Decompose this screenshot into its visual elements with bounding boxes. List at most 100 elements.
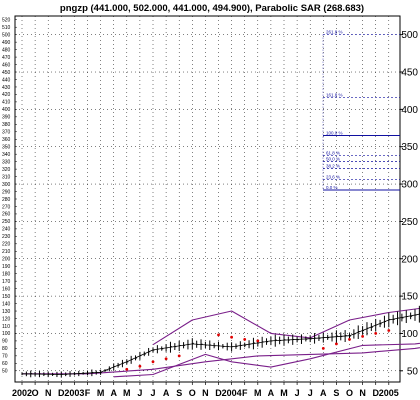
- fib-level-label: 161.8 %: [326, 92, 343, 97]
- y-left-tick-label: 380: [2, 122, 11, 128]
- price-line: [21, 313, 420, 375]
- sar-dot: [361, 335, 364, 338]
- y-left-tick-label: 70: [2, 354, 8, 360]
- fib-level-label: 50.0 %: [326, 157, 340, 162]
- y-right-tick-label: 450: [401, 68, 418, 79]
- y-left-tick-label: 420: [2, 92, 11, 98]
- x-tick-label: A: [110, 388, 117, 398]
- y-left-tick-label: 510: [2, 25, 11, 31]
- y-axis-layer: 5060708090100110120130140150160170180190…: [2, 18, 418, 378]
- y-left-tick-label: 80: [2, 346, 8, 352]
- sar-dot: [374, 332, 378, 335]
- y-right-tick-label: 400: [401, 105, 418, 116]
- x-tick-label: M: [254, 388, 262, 398]
- sar-dot: [230, 335, 234, 339]
- y-left-tick-label: 210: [2, 249, 11, 255]
- y-left-tick-label: 360: [2, 137, 11, 143]
- y-left-tick-label: 300: [2, 182, 11, 188]
- fib-level-label: 61.8 %: [326, 151, 340, 156]
- x-tick-label: J: [150, 388, 155, 398]
- y-right-tick-label: 300: [401, 180, 418, 191]
- y-left-tick-label: 180: [2, 271, 11, 277]
- y-left-tick-label: 90: [2, 339, 8, 345]
- fib-level-label: 261.8 %: [326, 30, 343, 35]
- x-tick-label: M: [97, 388, 105, 398]
- y-left-tick-label: 100: [2, 331, 11, 337]
- x-tick-label: O: [346, 388, 353, 398]
- y-left-tick-label: 50: [2, 369, 8, 375]
- x-tick-label: A: [163, 388, 170, 398]
- sar-dot: [387, 329, 391, 332]
- chart-title: pngzp (441.000, 502.000, 441.000, 494.90…: [60, 3, 364, 14]
- y-left-tick-label: 220: [2, 242, 11, 248]
- y-left-tick-label: 340: [2, 152, 11, 158]
- y-left-tick-label: 230: [2, 234, 11, 240]
- y-left-tick-label: 460: [2, 62, 11, 68]
- y-right-tick-label: 500: [401, 30, 418, 41]
- y-right-tick-label: 50: [407, 366, 419, 377]
- x-tick-label: 2005: [379, 388, 399, 398]
- y-left-tick-label: 290: [2, 189, 11, 195]
- x-tick-label: 2002: [12, 388, 32, 398]
- y-left-tick-label: 410: [2, 100, 11, 106]
- y-left-tick-label: 130: [2, 309, 11, 315]
- x-tick-label: D: [215, 388, 222, 398]
- y-left-tick-label: 160: [2, 286, 11, 292]
- y-left-tick-label: 470: [2, 55, 11, 61]
- x-tick-label: A: [268, 388, 275, 398]
- y-left-tick-label: 520: [2, 18, 11, 24]
- y-right-tick-label: 150: [401, 292, 418, 303]
- sar-dot: [335, 342, 338, 346]
- fib-level-label: 0.0 %: [326, 185, 338, 190]
- series-layer: [21, 305, 420, 378]
- sar-dot: [177, 354, 181, 358]
- x-axis-layer: 2002 O N D 2003 F M A M J J A S O N D 2004 F M A M J J A S O N D 200…: [12, 382, 399, 398]
- x-tick-label: S: [176, 388, 182, 398]
- y-left-tick-label: 330: [2, 159, 11, 165]
- y-left-tick-label: 490: [2, 40, 11, 46]
- x-tick-label: D: [58, 388, 65, 398]
- y-left-tick-label: 320: [2, 167, 11, 173]
- y-left-tick-label: 440: [2, 77, 11, 83]
- y-left-tick-label: 60: [2, 361, 8, 367]
- y-right-tick-label: 100: [401, 329, 418, 340]
- x-tick-label: F: [85, 388, 91, 398]
- sar-dot: [217, 333, 220, 337]
- x-tick-label: A: [320, 388, 327, 398]
- grid-layer: [15, 16, 400, 382]
- x-tick-label: O: [32, 388, 39, 398]
- fib-level-label: 23.6 %: [326, 175, 340, 180]
- y-left-tick-label: 270: [2, 204, 11, 210]
- fib-layer: 261.8 % 161.8 % 100.0 % 61.8 %50.0 %38.2 % 2…: [322, 30, 400, 191]
- y-left-tick-label: 390: [2, 115, 11, 121]
- y-left-tick-label: 350: [2, 145, 11, 151]
- y-left-tick-label: 190: [2, 264, 11, 270]
- x-tick-label: M: [123, 388, 131, 398]
- lower-band-line: [113, 342, 420, 378]
- y-left-tick-label: 110: [2, 324, 10, 330]
- y-left-tick-label: 140: [2, 301, 11, 307]
- y-right-tick-label: 200: [401, 254, 418, 265]
- y-left-tick-label: 260: [2, 212, 11, 218]
- sar-dot: [256, 339, 260, 343]
- x-tick-label: J: [295, 388, 300, 398]
- x-tick-label: J: [137, 388, 142, 398]
- upper-band-line: [152, 307, 420, 346]
- sar-dot: [138, 364, 142, 368]
- y-left-tick-label: 370: [2, 130, 11, 136]
- y-left-tick-label: 280: [2, 197, 11, 203]
- y-left-tick-label: 430: [2, 85, 11, 91]
- y-left-tick-label: 500: [2, 32, 11, 38]
- x-tick-label: J: [308, 388, 313, 398]
- x-tick-label: O: [189, 388, 196, 398]
- y-left-tick-label: 170: [2, 279, 11, 285]
- sar-dot: [151, 360, 155, 364]
- x-tick-label: N: [359, 388, 366, 398]
- x-tick-label: N: [45, 388, 52, 398]
- sar-dot: [125, 367, 129, 371]
- y-left-tick-label: 200: [2, 257, 11, 263]
- y-left-tick-label: 450: [2, 70, 11, 76]
- x-tick-label: 2003: [64, 388, 84, 398]
